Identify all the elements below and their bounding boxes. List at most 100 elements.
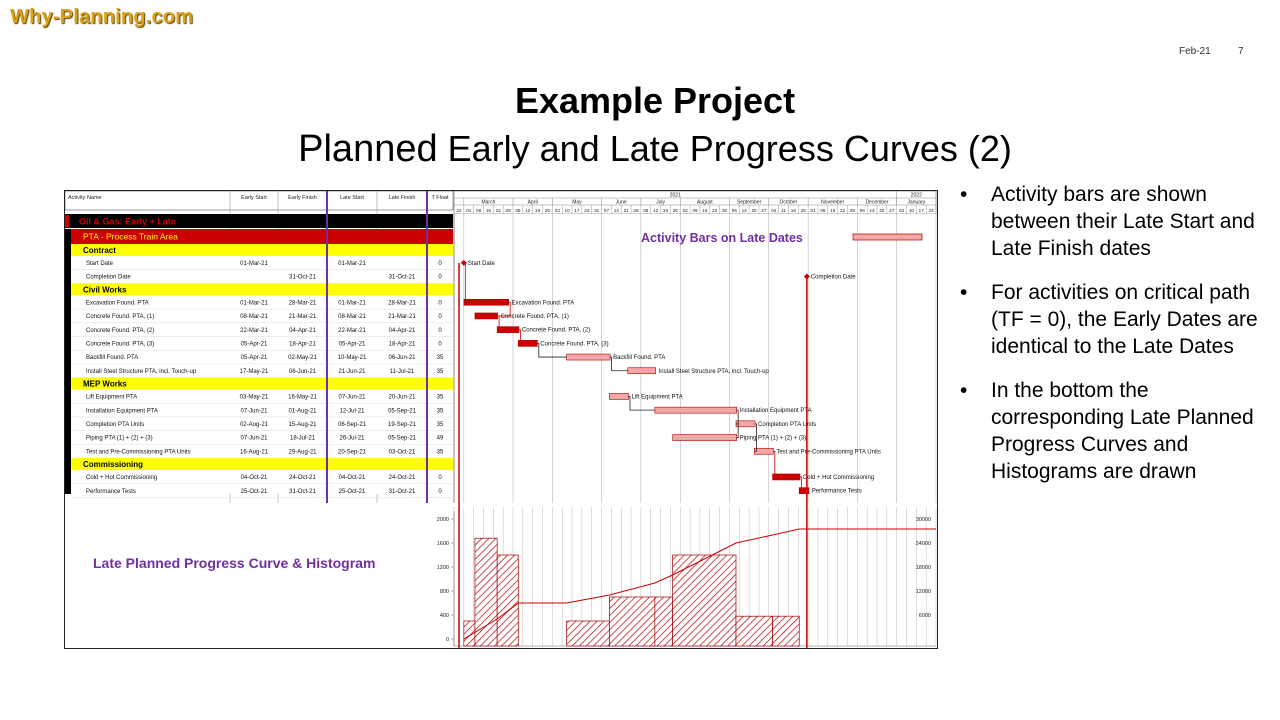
histogram-bar: [654, 596, 673, 647]
month-label: March: [481, 200, 495, 206]
activity-cell: 31-Oct-21: [389, 275, 416, 281]
activity-cell: 35: [437, 408, 444, 414]
dependency-link: [735, 423, 739, 438]
activity-cell: 05-Apr-21: [241, 342, 268, 348]
bullet-text: For activities on critical path (TF = 0)…: [991, 281, 1258, 358]
activity-cell: 35: [437, 422, 444, 428]
activity-cell: 07-Jun-21: [338, 395, 366, 401]
area-left-strip: [65, 229, 71, 494]
cumulative-curve: [463, 528, 936, 640]
week-label: 01: [810, 208, 816, 213]
activity-cell: 06-Jun-21: [388, 355, 416, 361]
activity-cell: 0: [438, 275, 442, 281]
week-label: 26: [545, 208, 551, 213]
activity-cell: 31-Oct-21: [389, 489, 416, 495]
histogram-bar: [496, 554, 519, 647]
bar-label: Concrete Found. PTA, (1): [501, 314, 569, 320]
week-label: 12: [525, 208, 531, 213]
activity-cell: 01-Mar-21: [338, 261, 366, 267]
schedule-chart: Activity Name Early Start Early Finish Late…: [64, 186, 937, 648]
activity-cell: 25-Oct-21: [339, 489, 366, 495]
activity-cell: 17-May-21: [240, 369, 269, 375]
week-label: 09: [692, 208, 698, 213]
activity-name: Cold + Hot Commissioning: [86, 475, 157, 481]
week-label: 31: [594, 208, 600, 213]
month-label: May: [572, 200, 582, 206]
activity-cell: 28-Mar-21: [289, 300, 317, 306]
column-header: T Float: [431, 195, 448, 201]
activity-bar: [627, 367, 656, 375]
project-marker: [65, 215, 69, 227]
week-label: 06: [732, 208, 738, 213]
right-tick-label: 6000: [919, 613, 931, 619]
month-label: September: [737, 200, 762, 206]
table-body: [65, 229, 453, 494]
week-label: 20: [751, 208, 757, 213]
week-label: 28: [633, 208, 639, 213]
activity-cell: 06-Jun-21: [289, 369, 317, 375]
activity-cell: 0: [438, 261, 442, 267]
activity-name: Concrete Found. PTA, (3): [86, 342, 154, 348]
subtitle-lead-word: Planned: [298, 128, 438, 170]
left-tick-label: 1200: [437, 565, 449, 571]
activity-cell: 24-Oct-21: [389, 475, 416, 481]
activity-cell: 31-Oct-21: [289, 275, 316, 281]
activity-bar: [609, 393, 629, 400]
histogram-bar: [566, 620, 610, 647]
month-label: July: [656, 200, 665, 206]
gantt-annotation: Activity Bars on Late Dates: [641, 231, 803, 245]
activity-cell: 01-Aug-21: [288, 408, 317, 414]
activity-table: Activity Name Early Start Early Finish Late…: [64, 186, 454, 505]
dependency-link: [474, 301, 511, 317]
dependency-link: [754, 423, 757, 452]
week-label: 23: [712, 208, 718, 213]
activity-cell: 16-May-21: [288, 395, 317, 401]
activity-cell: 05-Apr-21: [241, 355, 268, 361]
activity-name: Piping PTA (1) + (2) + (3): [86, 436, 153, 442]
column-header: Late Finish: [389, 195, 416, 201]
activity-name: Completion Date: [86, 275, 131, 281]
left-tick-label: 2000: [437, 517, 449, 523]
activity-cell: 49: [437, 436, 444, 442]
activity-bar: [496, 326, 520, 333]
week-label: 15: [830, 208, 836, 213]
project-row: [65, 214, 453, 228]
bullet-text: In the bottom the corresponding Late Pla…: [991, 379, 1254, 483]
activity-cell: 35: [437, 395, 444, 401]
activity-cell: 35: [437, 449, 444, 455]
week-label: 21: [624, 208, 630, 213]
activity-cell: 18-Apr-21: [289, 342, 316, 348]
slide-subtitle: Planned Early and Late Progress Curves (…: [0, 128, 1280, 171]
page-number: 7: [1238, 46, 1244, 57]
histogram-bar: [672, 554, 737, 647]
activity-name: Start Date: [86, 261, 114, 267]
dependency-link: [628, 396, 655, 411]
bullet-item: • In the bottom the corresponding Late Pl…: [960, 379, 1254, 483]
left-tick-label: 800: [440, 589, 449, 595]
bar-label: Lift Equipment PTA: [631, 394, 682, 400]
activity-cell: 19-Sep-21: [388, 422, 417, 428]
activity-name: Installation Equipment PTA: [86, 408, 158, 414]
group-name: Contract: [83, 246, 116, 255]
activity-bar: [566, 353, 611, 361]
dependency-link: [518, 329, 521, 344]
activity-cell: 0: [438, 342, 442, 348]
activity-name: Lift Equipment PTA: [86, 395, 137, 401]
bar-label: Backfill Found. PTA: [613, 355, 665, 361]
week-label: 20: [879, 208, 885, 213]
activity-cell: 0: [438, 328, 442, 334]
activity-cell: 04-Apr-21: [289, 328, 316, 334]
week-label: 26: [673, 208, 679, 213]
activity-cell: 35: [437, 369, 444, 375]
activity-cell: 03-Oct-21: [389, 449, 416, 455]
activity-cell: 07-Jun-21: [240, 436, 268, 442]
week-label: 04: [771, 208, 777, 213]
activity-cell: 01-Mar-21: [240, 261, 268, 267]
activity-name: Completion PTA Units: [86, 422, 144, 428]
bar-label: Cold + Hot Commissioning: [803, 475, 874, 481]
group-name: Commissioning: [83, 460, 143, 469]
group-name: Civil Works: [83, 285, 127, 294]
gantt-body: [454, 214, 936, 503]
activity-cell: 22-Mar-21: [338, 328, 366, 334]
week-label: 07: [604, 208, 610, 213]
